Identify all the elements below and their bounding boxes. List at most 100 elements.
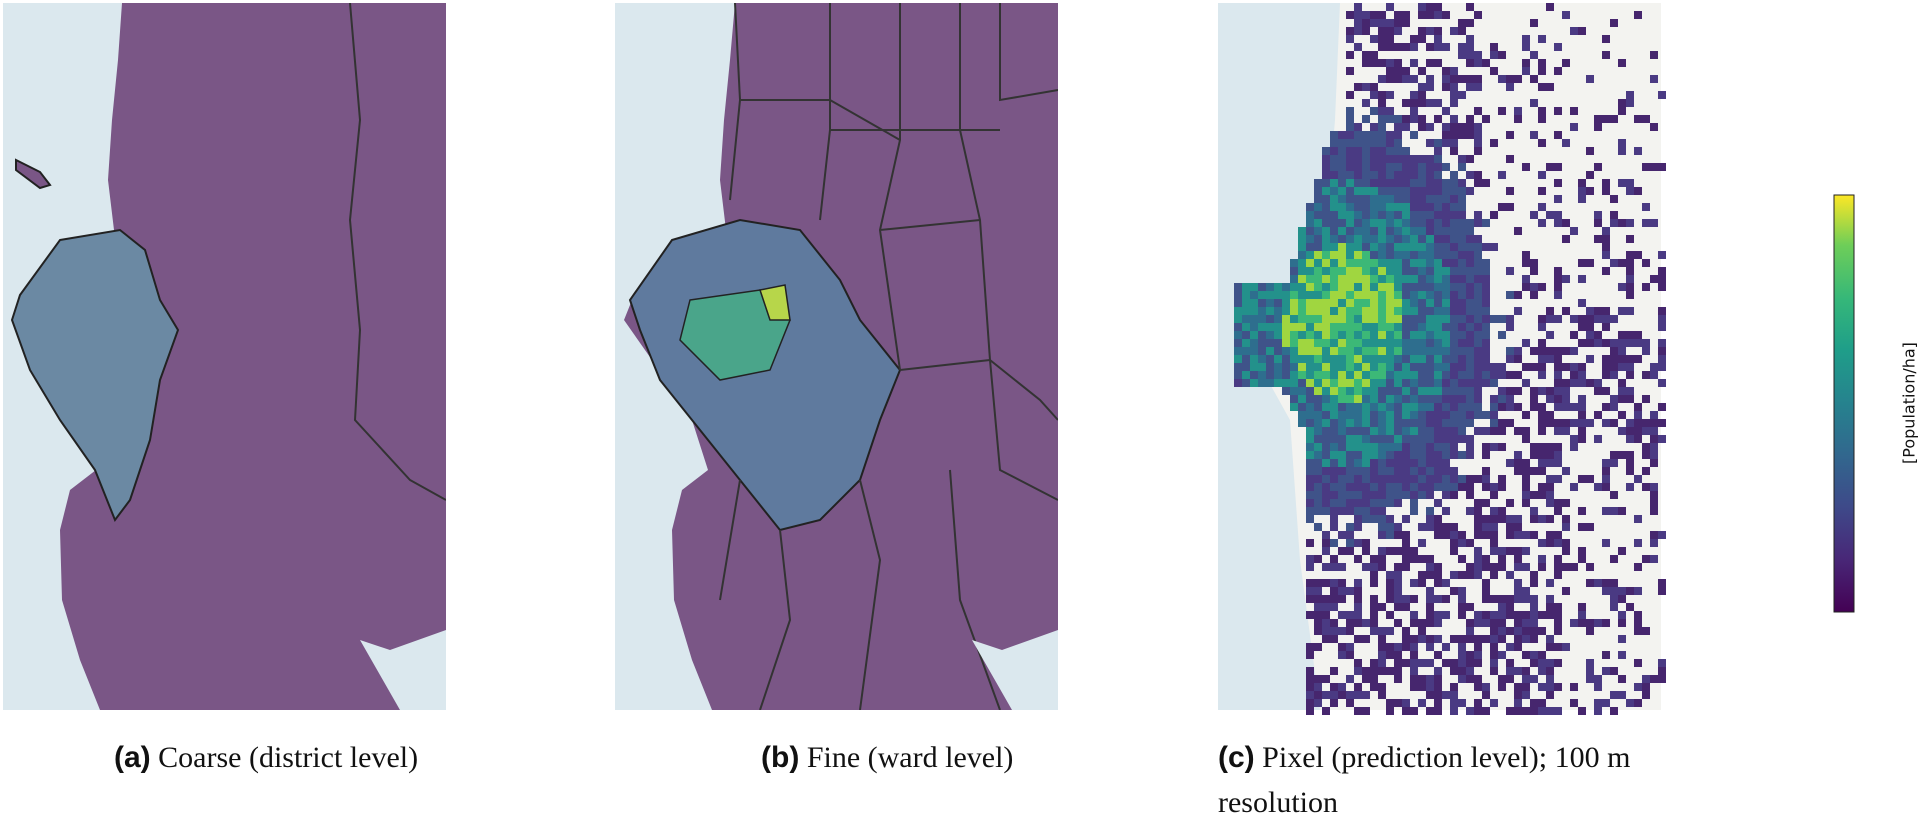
pixel xyxy=(1346,371,1354,379)
caption-a: (a) Coarse (district level) xyxy=(114,735,418,780)
pixel xyxy=(1530,467,1538,475)
pixel xyxy=(1370,603,1378,611)
ward-peak xyxy=(759,284,791,321)
pixel xyxy=(1354,619,1362,627)
pixel xyxy=(1538,611,1546,619)
pixel xyxy=(1418,387,1426,395)
pixel xyxy=(1258,291,1266,299)
pixel xyxy=(1322,251,1330,259)
pixel xyxy=(1610,419,1618,427)
pixel xyxy=(1370,163,1378,171)
pixel xyxy=(1482,483,1490,491)
pixel xyxy=(1306,203,1314,211)
pixel xyxy=(1426,635,1434,643)
pixel xyxy=(1458,155,1466,163)
pixel xyxy=(1250,307,1258,315)
pixel xyxy=(1402,547,1410,555)
pixel xyxy=(1490,379,1498,387)
pixel xyxy=(1330,171,1338,179)
pixel xyxy=(1554,427,1562,435)
pixel xyxy=(1290,259,1298,267)
pixel xyxy=(1346,315,1354,323)
pixel xyxy=(1330,139,1338,147)
pixel xyxy=(1410,267,1418,275)
pixel xyxy=(1402,299,1410,307)
pixel xyxy=(1322,163,1330,171)
pixel xyxy=(1370,235,1378,243)
pixel xyxy=(1418,523,1426,531)
pixel xyxy=(1322,563,1330,571)
pixel xyxy=(1418,211,1426,219)
pixel xyxy=(1578,259,1586,267)
pixel xyxy=(1362,395,1370,403)
pixel xyxy=(1362,275,1370,283)
pixel xyxy=(1378,11,1386,19)
pixel xyxy=(1378,187,1386,195)
pixel xyxy=(1506,131,1514,139)
pixel xyxy=(1362,195,1370,203)
pixel xyxy=(1274,331,1282,339)
pixel xyxy=(1554,627,1562,635)
pixel xyxy=(1266,307,1274,315)
pixel xyxy=(1586,619,1594,627)
pixel xyxy=(1594,163,1602,171)
pixel xyxy=(1386,459,1394,467)
pixel xyxy=(1338,411,1346,419)
pixel xyxy=(1474,139,1482,147)
pixel xyxy=(1346,467,1354,475)
pixel xyxy=(1250,363,1258,371)
pixel xyxy=(1330,275,1338,283)
pixel xyxy=(1602,339,1610,347)
pixel xyxy=(1562,547,1570,555)
pixel xyxy=(1506,419,1514,427)
pixel xyxy=(1506,403,1514,411)
pixel xyxy=(1418,475,1426,483)
pixel xyxy=(1546,683,1554,691)
pixel xyxy=(1394,59,1402,67)
pixel xyxy=(1418,403,1426,411)
pixel xyxy=(1354,635,1362,643)
pixel xyxy=(1546,531,1554,539)
pixel xyxy=(1602,387,1610,395)
pixel xyxy=(1426,195,1434,203)
pixel xyxy=(1642,675,1650,683)
pixel xyxy=(1386,227,1394,235)
pixel xyxy=(1554,131,1562,139)
pixel xyxy=(1306,459,1314,467)
pixel xyxy=(1370,35,1378,43)
pixel xyxy=(1362,163,1370,171)
pixel xyxy=(1346,243,1354,251)
pixel xyxy=(1418,395,1426,403)
pixel xyxy=(1330,147,1338,155)
pixel xyxy=(1466,259,1474,267)
pixel xyxy=(1290,339,1298,347)
pixel xyxy=(1362,443,1370,451)
pixel xyxy=(1410,315,1418,323)
pixel xyxy=(1530,507,1538,515)
pixel xyxy=(1378,195,1386,203)
pixel xyxy=(1370,131,1378,139)
pixel xyxy=(1450,67,1458,75)
pixel xyxy=(1330,691,1338,699)
pixel xyxy=(1442,659,1450,667)
pixel xyxy=(1578,371,1586,379)
pixel xyxy=(1434,403,1442,411)
pixel xyxy=(1602,251,1610,259)
pixel xyxy=(1546,707,1554,715)
pixel xyxy=(1506,395,1514,403)
pixel xyxy=(1362,419,1370,427)
pixel xyxy=(1546,499,1554,507)
pixel xyxy=(1482,379,1490,387)
pixel xyxy=(1562,307,1570,315)
pixel xyxy=(1386,211,1394,219)
pixel xyxy=(1538,555,1546,563)
pixel xyxy=(1626,587,1634,595)
pixel xyxy=(1394,275,1402,283)
pixel xyxy=(1466,603,1474,611)
pixel xyxy=(1234,339,1242,347)
pixel xyxy=(1394,603,1402,611)
pixel xyxy=(1426,419,1434,427)
pixel xyxy=(1394,195,1402,203)
pixel xyxy=(1610,195,1618,203)
pixel xyxy=(1386,587,1394,595)
